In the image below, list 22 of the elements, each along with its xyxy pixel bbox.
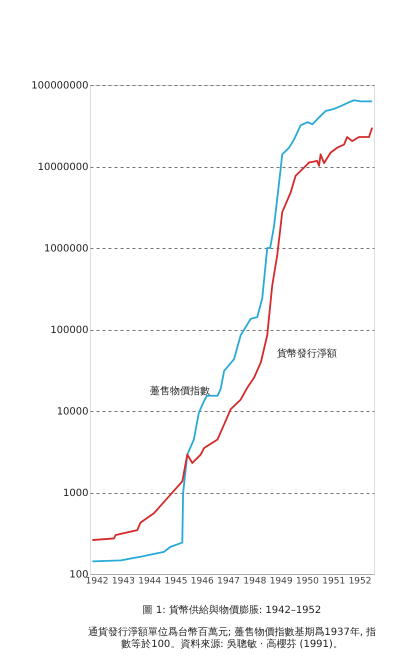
x-tick-label: 1946 xyxy=(190,576,214,586)
y-tick-label: 100 xyxy=(69,570,88,580)
series-label: 躉售物價指數 xyxy=(150,384,210,397)
x-tick-label: 1952 xyxy=(348,576,372,586)
x-tick-label: 1949 xyxy=(270,576,293,586)
x-tick-label: 1948 xyxy=(243,576,267,586)
y-tick-label: 10000000 xyxy=(38,162,88,173)
y-tick-label: 100000 xyxy=(50,325,88,336)
x-tick-label: 1947 xyxy=(217,576,240,586)
y-tick-label: 1000000 xyxy=(44,244,88,254)
y-tick-label: 100000000 xyxy=(31,80,88,92)
text: 圖 1: 貨幣供給與物價膨脹: 1942–1952 xyxy=(142,604,322,616)
text: 通貨發行淨額單位爲台幣百萬元; 躉售物價指數基期爲1937年, 指數等於100。資料來源: 吳聰敏 · 高櫻芬 (1991)。 xyxy=(88,626,376,650)
y-tick-label: 1000 xyxy=(63,488,88,499)
x-tick-label: 1944 xyxy=(138,576,162,586)
x-tick-label: 1942 xyxy=(86,576,109,586)
x-tick-label: 1945 xyxy=(164,576,188,586)
x-tick-label: 1951 xyxy=(322,576,346,586)
y-tick-label: 10000 xyxy=(56,406,88,418)
x-tick-label: 1943 xyxy=(112,576,135,586)
x-tick-label: 1950 xyxy=(296,576,320,586)
series-label: 貨幣發行淨額 xyxy=(277,347,338,360)
